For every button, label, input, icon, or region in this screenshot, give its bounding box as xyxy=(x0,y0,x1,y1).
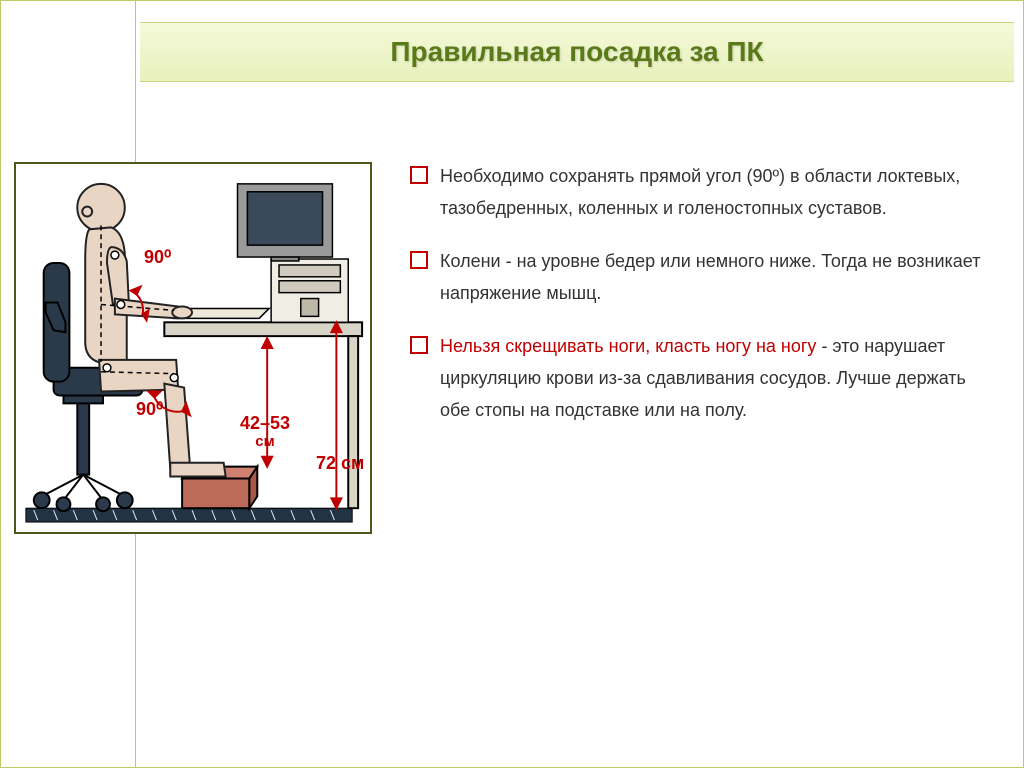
footrest-dim-unit: см xyxy=(240,434,290,451)
posture-diagram: 90⁰ 90⁰ 42–53 см 72 см xyxy=(14,162,372,534)
bullet-list: Необходимо сохранять прямой угол (90º) в… xyxy=(410,160,990,447)
posture-svg xyxy=(16,164,370,532)
knee-angle-label: 90⁰ xyxy=(136,399,163,420)
bullet-lead: Нельзя скрещивать ноги, класть ногу на н… xyxy=(440,336,816,356)
bullet-text: Колени - на уровне бедер или немного ниж… xyxy=(440,245,990,310)
bullet-body: Колени - на уровне бедер или немного ниж… xyxy=(440,251,980,303)
bullet-icon xyxy=(410,166,428,184)
list-item: Колени - на уровне бедер или немного ниж… xyxy=(410,245,990,310)
bullet-text: Нельзя скрещивать ноги, класть ногу на н… xyxy=(440,330,990,427)
elbow-angle-label: 90⁰ xyxy=(144,247,171,268)
slide-title: Правильная посадка за ПК xyxy=(390,36,763,68)
bullet-icon xyxy=(410,336,428,354)
footrest-dim-value: 42–53 xyxy=(240,413,290,433)
bullet-icon xyxy=(410,251,428,269)
footrest-dim-label: 42–53 см xyxy=(240,414,290,450)
list-item: Нельзя скрещивать ноги, класть ногу на н… xyxy=(410,330,990,427)
desk-dim-label: 72 см xyxy=(316,454,364,474)
slide-header: Правильная посадка за ПК xyxy=(140,22,1014,82)
bullet-text: Необходимо сохранять прямой угол (90º) в… xyxy=(440,160,990,225)
bullet-body: Необходимо сохранять прямой угол (90º) в… xyxy=(440,166,960,218)
list-item: Необходимо сохранять прямой угол (90º) в… xyxy=(410,160,990,225)
